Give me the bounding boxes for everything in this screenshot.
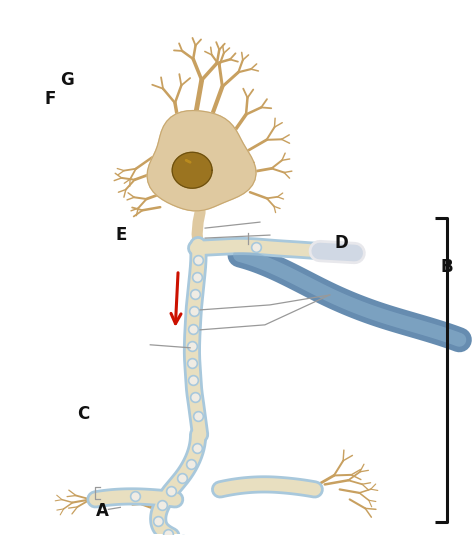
Text: D: D [334, 234, 348, 253]
Text: B: B [441, 258, 454, 277]
Text: G: G [60, 71, 74, 89]
Polygon shape [172, 152, 212, 188]
Text: E: E [116, 226, 127, 244]
Polygon shape [147, 111, 256, 211]
Text: A: A [96, 502, 109, 521]
Text: C: C [77, 405, 90, 423]
Text: F: F [45, 90, 56, 109]
